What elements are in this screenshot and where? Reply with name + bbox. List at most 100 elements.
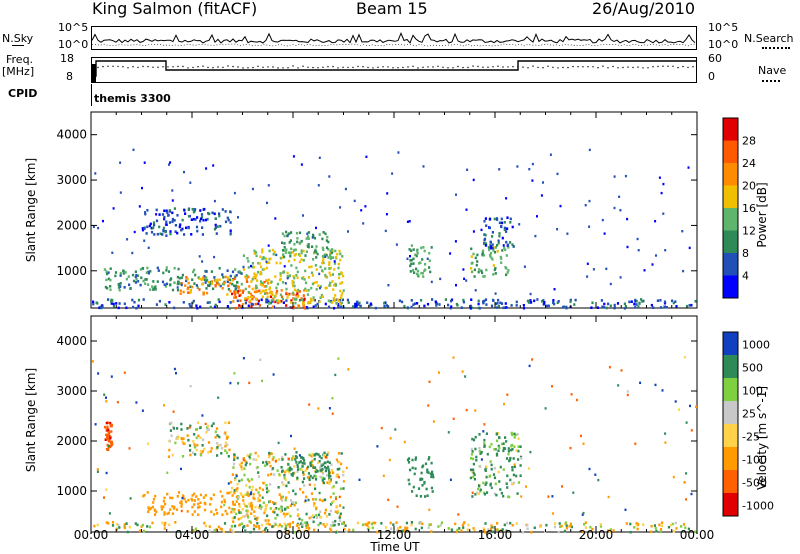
data-cell <box>249 504 252 508</box>
data-cell <box>207 441 211 444</box>
data-cell <box>319 285 322 288</box>
data-cell <box>313 466 317 469</box>
data-cell <box>411 466 414 470</box>
nave-dot <box>292 65 294 67</box>
data-cell <box>191 208 194 211</box>
velocity-colorbar-label: Velocity [m s^-1] <box>755 386 769 490</box>
data-cell <box>296 276 299 280</box>
data-cell <box>261 283 264 287</box>
noise-cell <box>147 442 150 445</box>
data-cell <box>118 302 121 305</box>
data-cell <box>336 298 339 301</box>
data-cell <box>296 477 299 480</box>
data-cell <box>218 212 221 215</box>
noise-cell <box>664 432 667 435</box>
data-cell <box>321 255 325 258</box>
data-cell <box>242 254 245 257</box>
noise-cell <box>525 485 527 488</box>
data-cell <box>193 209 196 213</box>
data-cell <box>253 249 256 253</box>
data-cell <box>296 514 300 517</box>
data-cell <box>313 502 316 505</box>
data-cell <box>547 304 550 308</box>
data-cell <box>163 513 166 516</box>
data-cell <box>193 499 196 502</box>
data-cell <box>242 268 246 271</box>
data-cell <box>415 267 418 271</box>
data-cell <box>332 297 335 300</box>
noise-cell <box>605 267 608 270</box>
data-cell <box>313 483 316 487</box>
data-cell <box>291 521 294 524</box>
data-cell <box>195 436 198 440</box>
data-cell <box>342 305 345 309</box>
data-cell <box>332 485 335 488</box>
data-cell <box>314 304 317 307</box>
data-cell <box>424 495 427 498</box>
data-cell <box>248 520 251 523</box>
data-cell <box>496 528 499 531</box>
data-cell <box>265 279 268 282</box>
data-cell <box>274 275 277 278</box>
data-cell <box>337 452 341 455</box>
data-cell <box>237 495 240 499</box>
noise-cell <box>688 246 691 250</box>
data-cell <box>271 525 274 528</box>
data-cell <box>307 276 310 279</box>
data-cell <box>262 530 265 533</box>
data-cell <box>107 445 110 449</box>
data-cell <box>324 469 327 473</box>
data-cell <box>505 306 508 309</box>
data-cell <box>316 470 319 473</box>
data-cell <box>256 270 260 274</box>
data-cell <box>280 506 283 509</box>
data-cell <box>332 288 335 291</box>
data-cell <box>605 306 608 310</box>
nave-dot <box>397 67 399 69</box>
data-cell <box>174 441 177 445</box>
data-cell <box>486 452 489 456</box>
data-cell <box>484 530 487 534</box>
noise-cell <box>520 495 523 498</box>
velocity-frame <box>90 315 698 533</box>
noise-cell <box>556 228 559 231</box>
data-cell <box>143 493 146 497</box>
data-cell <box>623 307 627 310</box>
data-cell <box>490 467 493 471</box>
data-cell <box>150 226 153 230</box>
data-cell <box>366 301 369 304</box>
data-cell <box>247 266 250 269</box>
count-tick-bottom-right: 10^0 <box>708 38 739 51</box>
velocity-colorbar-tick: -1000 <box>742 500 774 513</box>
data-cell <box>328 482 331 485</box>
noise-cell <box>169 161 172 164</box>
data-cell <box>498 446 501 449</box>
data-cell <box>188 444 192 447</box>
noise-cell <box>678 408 680 411</box>
data-cell <box>312 515 316 519</box>
data-cell <box>482 481 485 485</box>
data-cell <box>328 472 331 475</box>
data-cell <box>435 304 438 307</box>
noise-cell <box>466 168 469 171</box>
xaxis-title: Time UT <box>369 540 420 554</box>
data-cell <box>675 305 678 308</box>
data-cell <box>267 473 270 477</box>
data-cell <box>650 530 653 533</box>
data-cell <box>504 436 507 439</box>
data-cell <box>228 448 231 452</box>
data-cell <box>495 217 499 220</box>
data-cell <box>280 495 283 499</box>
data-cell <box>266 292 269 295</box>
data-cell <box>231 270 235 274</box>
data-cell <box>235 500 238 503</box>
data-cell <box>110 302 113 305</box>
data-cell <box>212 287 215 291</box>
data-cell <box>168 523 171 526</box>
data-cell <box>176 214 179 217</box>
data-cell <box>195 225 199 229</box>
data-cell <box>141 227 144 230</box>
data-cell <box>210 510 213 514</box>
data-cell <box>408 248 411 251</box>
noise-cell <box>94 172 97 175</box>
